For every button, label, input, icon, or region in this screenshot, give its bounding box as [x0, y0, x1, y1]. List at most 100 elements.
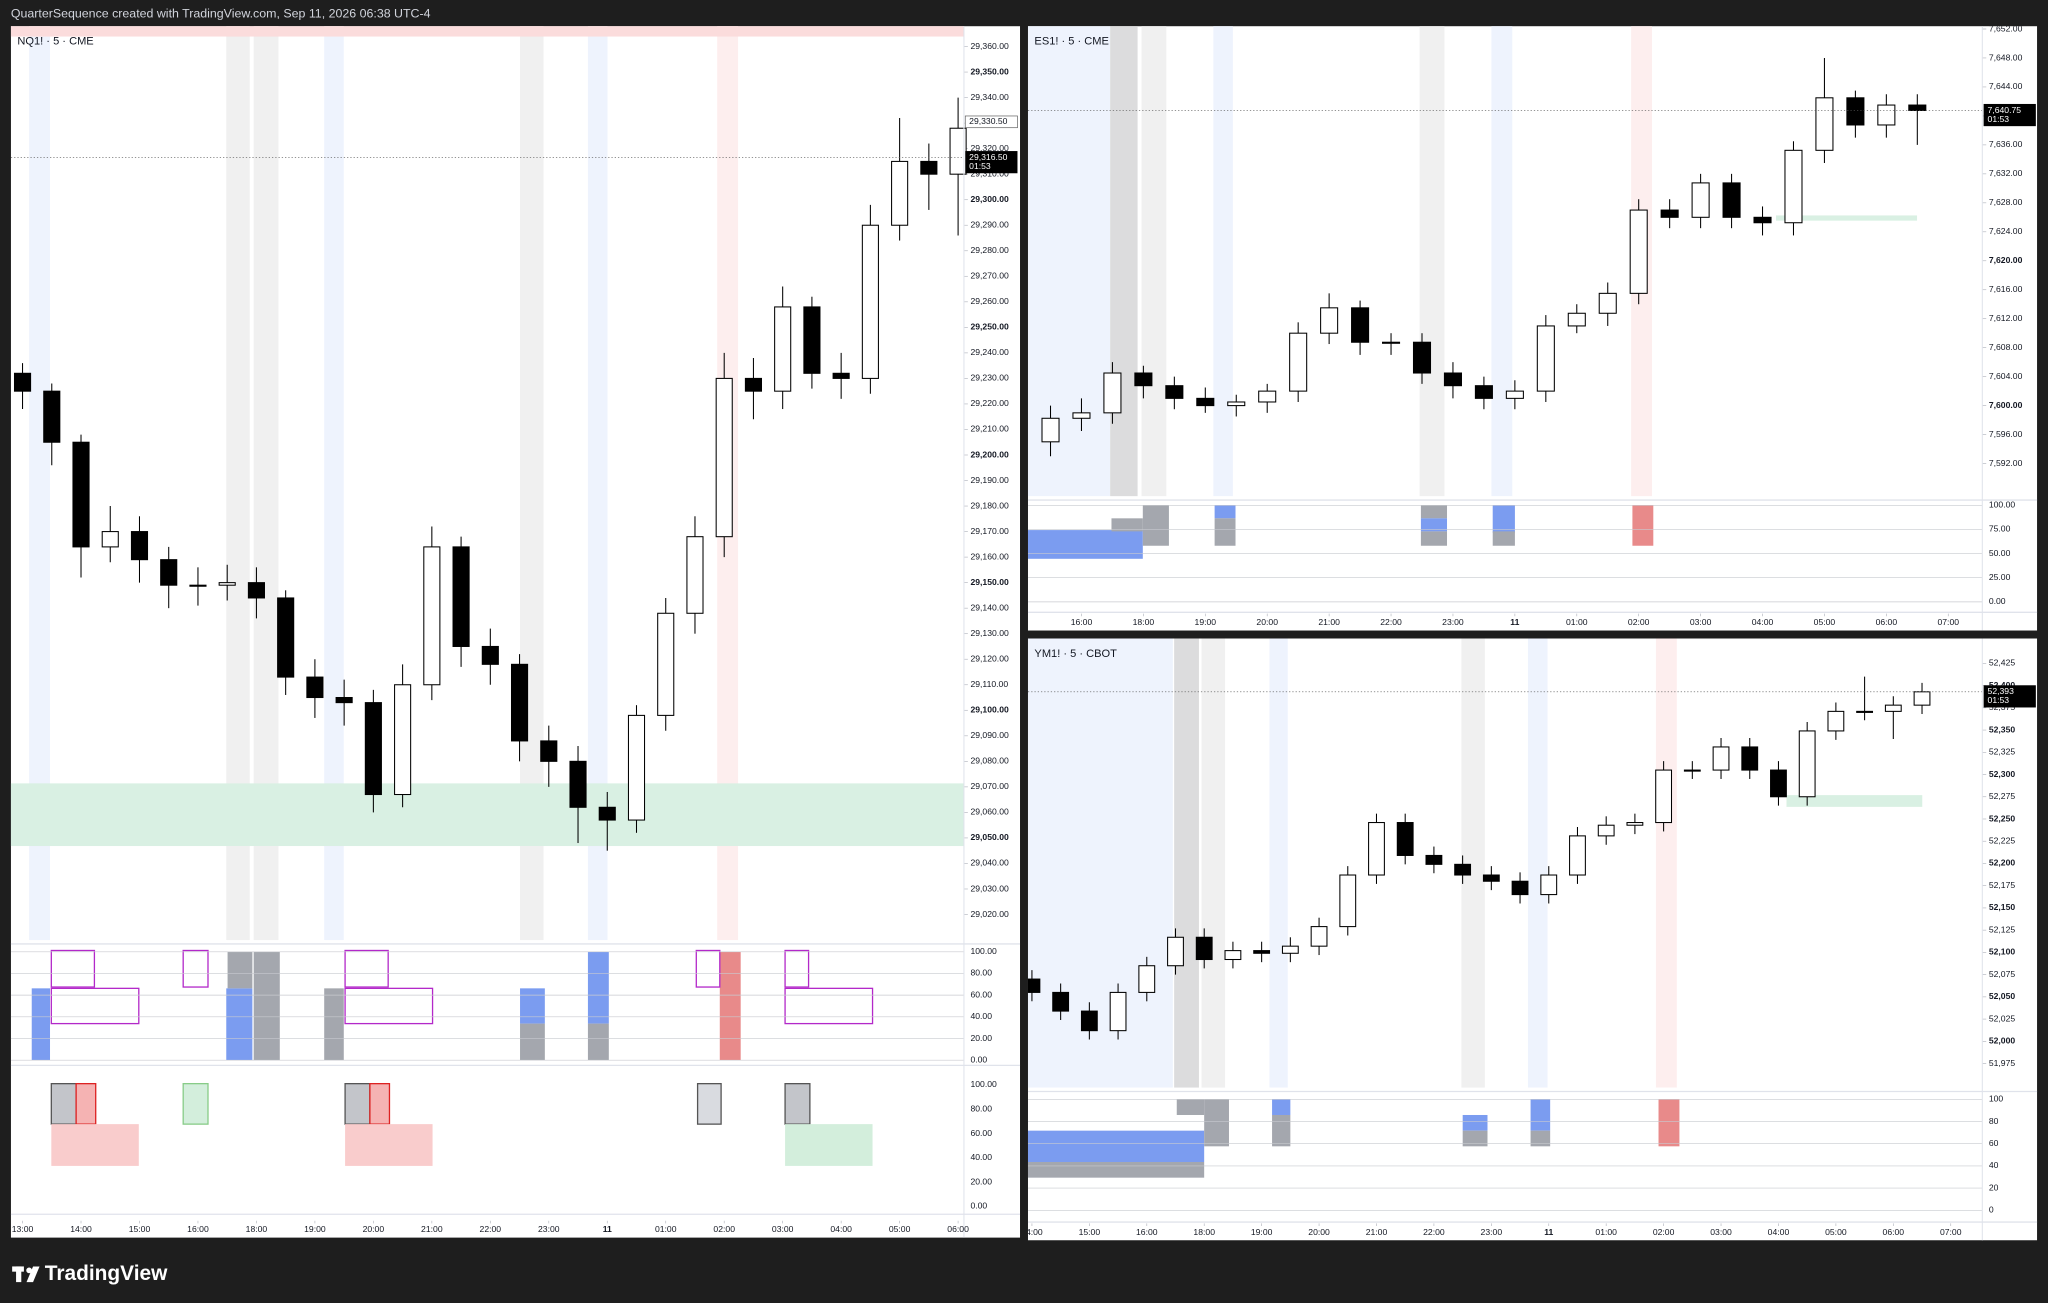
indicator-box	[1111, 518, 1143, 532]
logo	[12, 1266, 40, 1283]
indicator-box	[784, 1083, 811, 1125]
x-tick-label: 05:00	[1814, 617, 1836, 627]
candle-body	[1195, 936, 1213, 961]
indicator-box	[1214, 518, 1236, 546]
chart-panel: 29,020.00 29,030.00 29,040.00 29,050.00 29,0…	[10, 26, 1021, 1238]
candle-body	[1827, 710, 1845, 732]
indicator-tick-label: 20.00	[970, 1033, 992, 1043]
y-tick-label: 29,110.00	[970, 679, 1008, 689]
indicator-tick-label: 100.00	[970, 946, 997, 956]
y-tick-label: 52,150	[1989, 902, 2016, 912]
session-band	[1461, 638, 1485, 1088]
indicator-box	[520, 1023, 545, 1061]
indicator-tick-label: 60.00	[970, 989, 992, 999]
y-tick-label: 52,400	[1989, 680, 2016, 690]
y-tick-label: 7,636.00	[1989, 139, 2023, 149]
indicator-box	[784, 987, 874, 1025]
x-tick-label: 23:00	[1481, 1227, 1503, 1237]
candle-body	[1041, 417, 1060, 443]
candle-body	[481, 645, 499, 665]
indicator-box	[226, 988, 253, 1061]
candle-body	[1138, 965, 1156, 993]
x-tick-label: 02:00	[1628, 617, 1650, 627]
indicator-box	[345, 1124, 433, 1166]
x-tick-label: 03:00	[1690, 617, 1712, 627]
session-band	[226, 26, 250, 941]
x-tick-label: 15:00	[1079, 1227, 1101, 1237]
y-tick-label: 29,280.00	[970, 245, 1009, 255]
indicator-box	[344, 987, 434, 1025]
y-tick-label: 7,628.00	[1989, 197, 2023, 207]
indicator-box	[1420, 518, 1448, 532]
x-tick-label: 11	[1510, 617, 1519, 627]
y-tick-label: 29,160.00	[970, 551, 1009, 561]
countdown: 01:53	[1988, 695, 2010, 705]
candle-body	[1511, 880, 1529, 896]
candle-body	[510, 663, 529, 742]
indicator-box	[50, 1083, 77, 1125]
y-tick-label: 29,250.00	[970, 322, 1009, 332]
x-tick-label: 21:00	[1318, 617, 1340, 627]
indicator-box	[369, 1083, 391, 1125]
candle-body	[1224, 950, 1242, 961]
indicator-box	[696, 1083, 722, 1125]
x-tick-label: 01:00	[1566, 617, 1588, 627]
indicator-box	[182, 949, 209, 988]
price-label-box	[1983, 685, 2036, 708]
indicator-tick-label: 25.00	[1989, 572, 2011, 582]
price-label: 29,330.50	[969, 116, 1008, 126]
y-tick-label: 29,030.00	[970, 883, 1009, 893]
y-tick-label: 7,632.00	[1989, 168, 2023, 178]
candle-body	[1770, 769, 1787, 798]
chart-title: YM1! · 5 · CBOT	[1034, 648, 1117, 660]
candle-body	[1454, 863, 1472, 876]
y-tick-label: 29,120.00	[970, 654, 1009, 664]
x-tick-label: 16:00	[187, 1224, 209, 1234]
candle-body	[1281, 945, 1299, 954]
indicator-tick-label: 40.00	[970, 1011, 992, 1021]
y-tick-label: 51,975	[1989, 1058, 2016, 1068]
indicator-box	[1272, 1099, 1291, 1115]
candle-body	[657, 612, 675, 716]
indicator-box	[51, 1124, 139, 1166]
candle-body	[1598, 292, 1617, 314]
y-tick-label: 52,125	[1989, 924, 2016, 934]
indicator-box	[344, 1083, 371, 1125]
y-tick-label: 7,648.00	[1989, 52, 2023, 62]
indicator-box	[1492, 531, 1515, 546]
indicator-box	[587, 1023, 609, 1061]
y-tick-label: 29,060.00	[970, 807, 1009, 817]
indicator-box	[324, 988, 344, 1061]
candle-body	[1253, 950, 1271, 954]
y-tick-label: 29,240.00	[970, 347, 1009, 357]
candle-body	[1626, 822, 1644, 826]
y-tick-label: 29,350.00	[970, 66, 1009, 76]
x-tick-label: 23:00	[538, 1224, 560, 1234]
candle-body	[1368, 822, 1385, 876]
y-tick-label: 7,608.00	[1989, 342, 2023, 352]
candle-body	[1660, 209, 1679, 218]
y-tick-label: 7,620.00	[1989, 255, 2023, 265]
x-tick-label: 07:00	[1937, 617, 1959, 627]
candle-body	[335, 696, 353, 704]
x-tick-label: 21:00	[421, 1224, 443, 1234]
countdown: 01:53	[1988, 114, 2010, 124]
y-tick-label: 7,592.00	[1989, 458, 2023, 468]
indicator-box	[227, 951, 253, 989]
x-tick-label: 13:00	[12, 1224, 34, 1234]
candle-body	[1753, 216, 1772, 224]
candle-body	[1196, 397, 1215, 407]
x-tick-label: 01:00	[1595, 1227, 1617, 1237]
y-tick-label: 52,325	[1989, 747, 2016, 757]
session-band	[1655, 638, 1677, 1088]
candle-body	[774, 306, 792, 392]
y-tick-label: 29,050.00	[970, 832, 1009, 842]
y-tick-label: 29,310.00	[970, 168, 1009, 178]
x-tick-label: 02:00	[713, 1224, 735, 1234]
candle-body	[1027, 978, 1041, 993]
candle-body	[1683, 769, 1701, 772]
y-tick-label: 52,275	[1989, 791, 2016, 801]
y-tick-label: 52,425	[1989, 658, 2016, 668]
candle-body	[394, 684, 412, 796]
candle-body	[1691, 182, 1710, 218]
